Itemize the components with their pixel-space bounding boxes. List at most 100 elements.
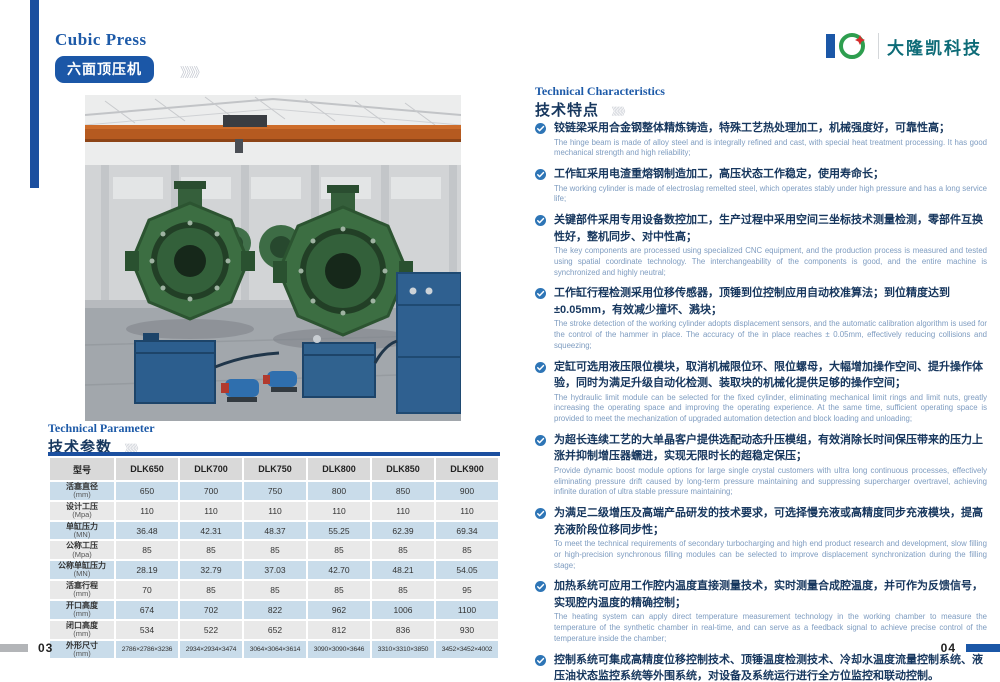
row-label: 单缸压力 (MN) [50, 521, 114, 540]
table-row: 公称单缸压力 (MN) 28.19 32.79 37.03 42.70 48.21 54.05 [50, 561, 498, 580]
feature-list: 铰链梁采用合金钢整体精炼铸造，特殊工艺热处理加工，机械强度好，可靠性高； The … [535, 120, 987, 682]
table-cell: 54.05 [436, 561, 498, 580]
footer-bar-gray [0, 644, 28, 652]
feature-text: 控制系统可集成高精度位移控制技术、顶锤温度检测技术、冷却水温度流量控制系统、液压… [554, 652, 987, 682]
page-title-cn: 六面顶压机 [67, 61, 142, 77]
table-column-header: DLK850 [372, 458, 434, 480]
feature-text: 工作缸行程检测采用位移传感器，顶锤到位控制应用自动校准算法；到位精度达到±0.0… [554, 285, 987, 351]
feature-text-cn: 为满足二级增压及高端产品研发的技术要求，可选择慢充液或高精度同步充液模块，提高充… [554, 507, 983, 536]
hydraulic-tank-center [302, 335, 376, 398]
parameter-table-wrap: 型号 DLK650 DLK700 DLK750 DLK800 DLK850 DLK900 活… [48, 452, 500, 660]
workshop-photo [85, 95, 461, 421]
feature-item: 定缸可选用液压限位模块，取消机械限位环、限位螺母，大幅增加操作空间、提升操作体验… [535, 359, 987, 425]
feature-text-en: Provide dynamic boost module options for… [554, 465, 987, 497]
table-cell: 85 [180, 581, 242, 599]
feature-text-en: The stroke detection of the working cyli… [554, 319, 987, 350]
table-column-header: DLK750 [244, 458, 306, 480]
feature-text-en: The hydraulic limit module can be select… [554, 392, 987, 424]
feature-item: 工作缸采用电渣重熔钢制造加工，高压状态工作稳定，使用寿命长； The workin… [535, 166, 987, 205]
footer-right: 04 [941, 641, 1000, 655]
row-label: 设计工压 (Mpa) [50, 501, 114, 520]
table-row: 活塞行程 (mm) 70 85 85 85 85 95 [50, 581, 498, 599]
check-icon [535, 361, 546, 373]
table-cell: 55.25 [308, 521, 370, 540]
check-icon [535, 288, 546, 300]
table-cell: 48.37 [244, 521, 306, 540]
page-title-en: Cubic Press [55, 30, 147, 49]
check-icon [535, 654, 546, 666]
table-cell: 822 [244, 600, 306, 619]
table-row: 公称工压 (Mpa) 85 85 85 85 85 85 [50, 541, 498, 560]
footer-bar-blue [966, 644, 1000, 652]
press-left [125, 181, 255, 339]
technical-parameter-heading: Technical Parameter 技术参数 》》》》 [48, 421, 155, 457]
table-cell: 3064×3064×3614 [244, 640, 306, 659]
table-column-header: DLK650 [116, 458, 178, 480]
table-cell: 62.39 [372, 521, 434, 540]
feature-text-en: To meet the technical requirements of se… [554, 539, 987, 570]
feature-text: 加热系统可应用工作腔内温度直接测量技术，实时测量合成腔温度，并可作为反馈信号，实… [554, 578, 987, 644]
table-cell: 3090×3090×3646 [308, 640, 370, 659]
table-cell: 110 [372, 501, 434, 520]
table-cell: 812 [308, 620, 370, 639]
table-cell: 522 [180, 620, 242, 639]
chevron-decoration: 》》》》 [180, 65, 206, 80]
feature-item: 铰链梁采用合金钢整体精炼铸造，特殊工艺热处理加工，机械强度好，可靠性高； The … [535, 120, 987, 159]
control-cabinet-right [396, 272, 461, 414]
table-column-header: 型号 [50, 458, 114, 480]
company-logo: 大隆凯科技 [824, 30, 982, 62]
table-cell: 28.19 [116, 561, 178, 580]
feature-text: 为满足二级增压及高端产品研发的技术要求，可选择慢充液或高精度同步充液模块，提高充… [554, 505, 987, 571]
table-cell: 36.48 [116, 521, 178, 540]
chevron-decoration: 》》》》 [124, 444, 143, 455]
table-column-header: DLK900 [436, 458, 498, 480]
table-cell: 836 [372, 620, 434, 639]
row-label: 开口高度 (mm) [50, 600, 114, 619]
parameter-table-head: 型号 DLK650 DLK700 DLK750 DLK800 DLK850 DLK900 [50, 458, 498, 480]
pump-motors [221, 371, 297, 402]
table-cell: 95 [436, 581, 498, 599]
table-cell: 110 [436, 501, 498, 520]
table-cell: 85 [244, 541, 306, 560]
feature-text-cn: 工作缸采用电渣重熔钢制造加工，高压状态工作稳定，使用寿命长； [554, 168, 884, 180]
feature-text-en: The hinge beam is made of alloy steel an… [554, 137, 987, 158]
hydraulic-tank-left [134, 333, 216, 404]
page-number-right: 04 [940, 641, 956, 655]
table-cell: 650 [116, 482, 178, 500]
feature-text-cn: 为超长连续工艺的大单晶客户提供选配动态升压模组，有效消除长时间保压带来的压力上涨… [554, 433, 983, 463]
logo-text: 大隆凯科技 [887, 38, 982, 58]
table-cell: 700 [180, 482, 242, 500]
feature-text-cn: 关键部件采用专用设备数控加工，生产过程中采用空间三坐标技术测量检测，零部件互换性… [554, 214, 983, 243]
table-cell: 85 [116, 541, 178, 560]
logo-divider [878, 33, 879, 59]
table-cell: 85 [436, 541, 498, 560]
feature-text-en: The heating system can apply direct temp… [554, 612, 987, 643]
feature-text: 铰链梁采用合金钢整体精炼铸造，特殊工艺热处理加工，机械强度好，可靠性高； The … [554, 120, 987, 159]
table-cell: 110 [244, 501, 306, 520]
table-cell: 900 [436, 482, 498, 500]
feature-text-cn: 加热系统可应用工作腔内温度直接测量技术，实时测量合成腔温度，并可作为反馈信号，实… [554, 580, 983, 609]
table-cell: 674 [116, 600, 178, 619]
table-cell: 3310×3310×3850 [372, 640, 434, 659]
footer-left: 03 [0, 641, 53, 655]
section-title-en: Technical Parameter [48, 421, 155, 435]
table-column-header: DLK800 [308, 458, 370, 480]
table-cell: 37.03 [244, 561, 306, 580]
table-cell: 850 [372, 482, 434, 500]
table-cell: 110 [308, 501, 370, 520]
table-cell: 48.21 [372, 561, 434, 580]
row-label: 活塞行程 (mm) [50, 581, 114, 599]
table-cell: 800 [308, 482, 370, 500]
table-cell: 1100 [436, 600, 498, 619]
feature-text-cn: 控制系统可集成高精度位移控制技术、顶锤温度检测技术、冷却水温度流量控制系统、液压… [554, 653, 983, 682]
table-cell: 2786×2786×3236 [116, 640, 178, 659]
feature-text: 为超长连续工艺的大单晶客户提供选配动态升压模组，有效消除长时间保压带来的压力上涨… [554, 432, 987, 498]
table-cell: 69.34 [436, 521, 498, 540]
feature-item: 加热系统可应用工作腔内温度直接测量技术，实时测量合成腔温度，并可作为反馈信号，实… [535, 578, 987, 644]
table-cell: 85 [372, 541, 434, 560]
feature-text-cn: 铰链梁采用合金钢整体精炼铸造，特殊工艺热处理加工，机械强度好，可靠性高； [554, 122, 950, 134]
table-row: 开口高度 (mm) 674 702 822 962 1006 1100 [50, 600, 498, 619]
feature-text: 工作缸采用电渣重熔钢制造加工，高压状态工作稳定，使用寿命长； The workin… [554, 166, 987, 205]
table-row: 单缸压力 (MN) 36.48 42.31 48.37 55.25 62.39 69.34 [50, 521, 498, 540]
